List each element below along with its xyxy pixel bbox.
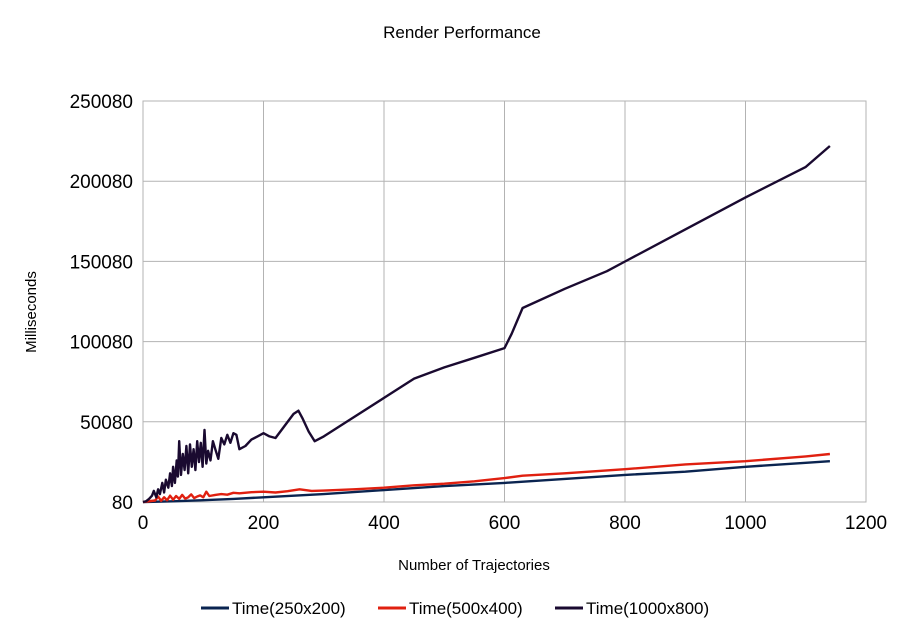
grid-lines [142,100,867,503]
x-axis-title: Number of Trajectories [398,557,550,574]
y-axis-title: Milliseconds [23,271,40,353]
x-tick-label: 1000 [724,513,766,534]
legend-label-1: Time(500x400) [409,599,523,618]
series-line-1 [142,452,831,504]
x-tick-label: 600 [489,513,521,534]
plot-area [142,100,867,503]
y-tick-label: 100080 [70,333,133,354]
y-tick-label: 250080 [70,92,133,113]
series-line-2 [142,145,831,504]
x-axis-ticks: 0 200 400 600 800 1000 1200 [138,513,887,534]
legend: Time(250x200) Time(500x400) Time(1000x800) [201,599,709,618]
y-tick-label: 150080 [70,252,133,273]
y-tick-label: 80 [112,493,133,514]
x-tick-label: 400 [368,513,400,534]
series-line-0 [142,460,830,504]
chart-title: Render Performance [383,23,541,42]
legend-label-0: Time(250x200) [232,599,346,618]
x-tick-label: 0 [138,513,149,534]
y-tick-label: 50080 [80,413,133,434]
x-tick-label: 200 [248,513,280,534]
legend-label-2: Time(1000x800) [586,599,709,618]
y-tick-label: 200080 [70,172,133,193]
x-tick-label: 800 [609,513,641,534]
y-axis-ticks: 80 50080 100080 150080 200080 250080 [70,92,133,514]
series-lines [142,145,831,504]
x-tick-label: 1200 [845,513,887,534]
